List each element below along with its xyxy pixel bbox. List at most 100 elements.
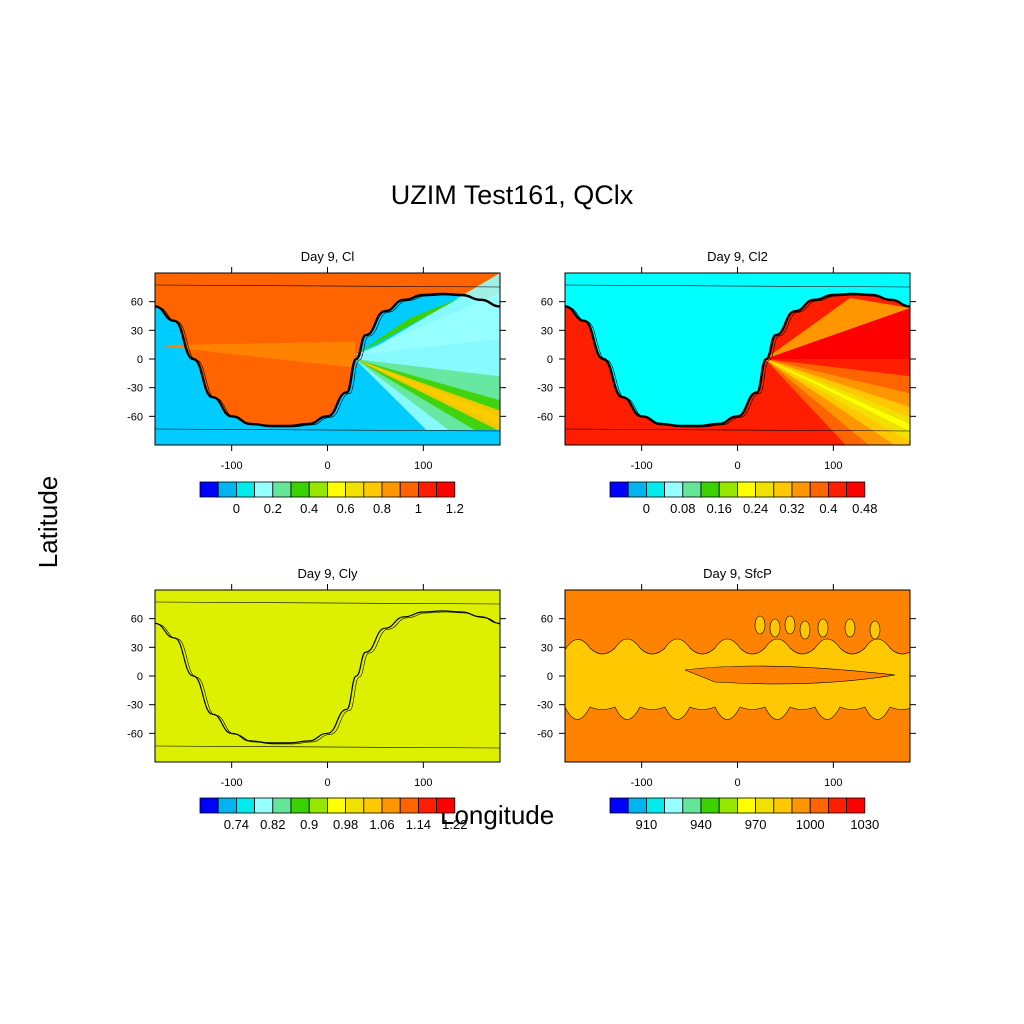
colorbar-box [646,797,666,814]
colorbar-box [718,481,738,498]
colorbar-box [809,481,829,498]
colorbar-label: 0 [643,501,650,516]
y-tick-label: -60 [127,411,143,423]
x-tick-label: -100 [631,460,653,472]
colorbar-label: 0 [233,501,240,516]
colorbar-box [345,481,365,498]
colorbar-label: 0.4 [819,501,837,516]
colorbar-box [363,481,383,498]
y-tick-label: -60 [537,728,553,740]
y-tick-label: 60 [131,614,143,626]
colorbar: 0.74 0.82 0.9 0.98 1.06 1.14 1.22 [199,797,467,832]
colorbar-box [272,481,292,498]
colorbar-label: 1 [415,501,422,516]
colorbar-box [272,797,292,814]
colorbar-box [609,797,629,814]
colorbar-box [399,481,419,498]
contour-field [155,273,500,445]
colorbar-box [664,481,684,498]
y-tick-label: 60 [131,297,143,309]
colorbar-box [217,797,237,814]
colorbar-label: 1.06 [369,817,394,832]
colorbar-box [664,797,684,814]
contour-field [155,590,500,762]
colorbar-label: 1030 [850,817,879,832]
x-tick-label: 100 [414,777,432,789]
y-tick-label: 0 [137,671,143,683]
colorbar-box [646,481,666,498]
colorbar-box [700,797,720,814]
y-tick-label: 30 [541,642,553,654]
y-tick-label: -30 [537,700,553,712]
colorbar-label: 0.32 [779,501,804,516]
x-tick-label: 0 [734,460,740,472]
colorbar-label: 910 [636,817,658,832]
figure-xlabel: Longitude [440,800,555,830]
colorbar-box [436,797,456,814]
y-tick-label: -30 [127,383,143,395]
colorbar-box [345,797,365,814]
colorbar-box [417,797,437,814]
colorbar-label: 0.98 [333,817,358,832]
colorbar-box [791,797,811,814]
colorbar-label: 0.74 [224,817,249,832]
panel-title: Day 9, SfcP [703,566,772,581]
colorbar-box [846,481,866,498]
colorbar-box [381,797,401,814]
colorbar-label: 0.4 [300,501,318,516]
y-tick-label: 60 [541,614,553,626]
colorbar-box [381,481,401,498]
colorbar-box [199,481,219,498]
y-tick-label: -60 [537,411,553,423]
panel-title: Day 9, Cly [298,566,358,581]
colorbar-label: 0.24 [743,501,768,516]
colorbar-box [828,481,848,498]
y-tick-label: 30 [541,325,553,337]
y-tick-label: -30 [127,700,143,712]
y-tick-label: -60 [127,728,143,740]
colorbar-box [773,481,793,498]
x-tick-label: -100 [221,460,243,472]
colorbar-box [846,797,866,814]
colorbar-label: 0.2 [264,501,282,516]
colorbar-box [718,797,738,814]
colorbar-box [235,481,255,498]
colorbar-label: 0.08 [670,501,695,516]
panel-4: Day 9, SfcP -100 0 100 60 30 0 -30 -60 910 940 970 1… [537,566,916,832]
colorbar-box [254,481,274,498]
colorbar-box [254,797,274,814]
figure-title: UZIM Test161, QClx [390,180,634,210]
colorbar-box [773,797,793,814]
x-tick-label: -100 [631,777,653,789]
colorbar-box [682,797,702,814]
colorbar: 0 0.08 0.16 0.24 0.32 0.4 0.48 [609,481,877,516]
colorbar-box [755,797,775,814]
colorbar-box [399,797,419,814]
panel-1: Day 9, Cl -100 0 100 60 30 0 -30 -60 0 0.2 0.4 0.6 0.… [127,249,506,516]
colorbar-box [363,797,383,814]
x-tick-label: 0 [324,777,330,789]
colorbar-box [682,481,702,498]
x-tick-label: 100 [824,777,842,789]
colorbar-box [235,797,255,814]
colorbar-box [627,481,647,498]
colorbar-label: 0.16 [707,501,732,516]
contour-field [565,273,910,445]
colorbar-label: 1.2 [446,501,464,516]
colorbar-box [326,481,346,498]
y-tick-label: 0 [137,354,143,366]
colorbar-box [609,481,629,498]
panel-2: Day 9, Cl2 -100 0 100 60 30 0 -30 -60 0 0.08 0.16 0.… [537,249,916,516]
y-tick-label: -30 [537,383,553,395]
colorbar-box [828,797,848,814]
colorbar-box [755,481,775,498]
colorbar-box [417,481,437,498]
colorbar: 0 0.2 0.4 0.6 0.8 1 1.2 [199,481,464,516]
colorbar-box [791,481,811,498]
panel-title: Day 9, Cl2 [707,249,768,264]
x-tick-label: 100 [414,460,432,472]
contour-field [565,590,910,762]
y-tick-label: 0 [547,671,553,683]
colorbar-box [627,797,647,814]
